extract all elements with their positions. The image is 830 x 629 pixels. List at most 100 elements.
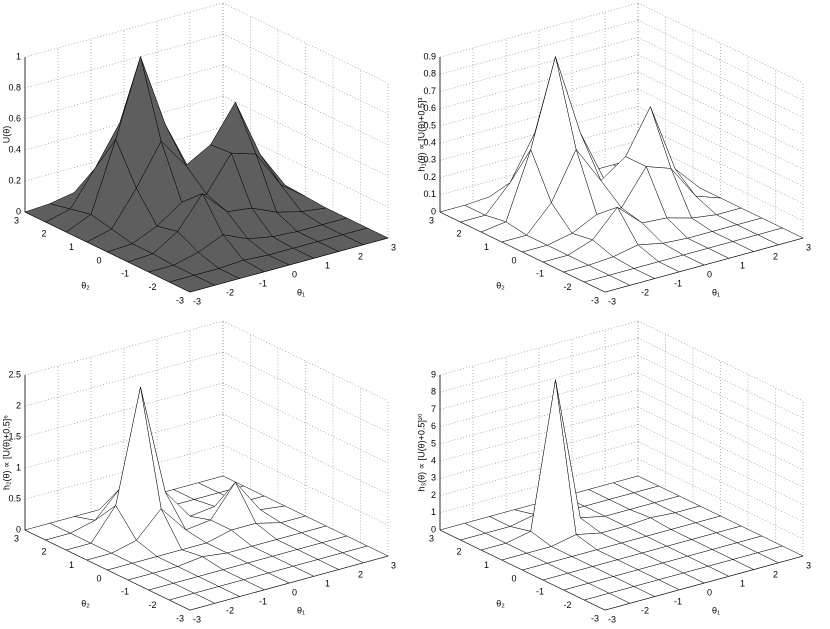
z-tick-label: 0.1 <box>423 189 436 199</box>
z-tick-label: 0.6 <box>8 113 21 123</box>
y-tick-label: 3 <box>14 215 19 225</box>
x-tick-label: 3 <box>391 560 396 570</box>
grid-line <box>222 413 389 495</box>
grid-line <box>637 2 804 84</box>
z-tick-label: 2 <box>16 400 21 410</box>
z-tick-label: 2.5 <box>8 369 21 379</box>
y-axis-label: θ₂ <box>81 598 90 608</box>
z-tick-label: 4 <box>431 455 436 465</box>
grid-line <box>439 88 639 144</box>
y-tick-label: -3 <box>591 295 599 305</box>
z-tick-label: 0.8 <box>423 69 436 79</box>
grid-line <box>637 441 804 522</box>
z-tick-label: 2 <box>431 490 436 500</box>
y-tick-label: 2 <box>456 229 461 239</box>
grid-line <box>637 88 804 170</box>
y-tick-label: -2 <box>148 282 156 292</box>
x-tick-label: 0 <box>292 587 297 597</box>
y-tick-label: 0 <box>96 255 101 265</box>
grid-line <box>24 413 224 469</box>
grid-line <box>222 95 389 177</box>
grid-line <box>637 337 804 419</box>
y-tick-label: 3 <box>14 533 19 543</box>
x-tick-label: -1 <box>674 278 682 288</box>
z-tick-label: 0.7 <box>423 86 436 96</box>
grid-line <box>637 406 804 488</box>
z-tick-label: 0 <box>431 524 436 534</box>
x-tick-label: -2 <box>226 605 234 615</box>
x-axis-label: θ₁ <box>712 287 720 297</box>
y-tick-label: -2 <box>148 600 156 610</box>
x-tick-label: -3 <box>193 296 201 306</box>
x-tick-label: 3 <box>391 242 396 252</box>
grid-line <box>637 19 804 101</box>
x-tick-label: 2 <box>358 569 363 579</box>
surface-patch <box>625 106 672 169</box>
y-tick-label: -1 <box>121 269 129 279</box>
x-tick-label: 0 <box>707 587 712 597</box>
y-tick-label: 2 <box>41 547 46 557</box>
y-tick-label: 3 <box>429 215 434 225</box>
y-tick-label: -1 <box>121 587 129 597</box>
z-tick-label: 0.9 <box>423 51 436 61</box>
x-axis-label: θ₁ <box>297 605 305 615</box>
y-tick-label: 1 <box>484 242 489 252</box>
x-tick-label: -1 <box>259 278 267 288</box>
surface-patch <box>584 593 630 611</box>
z-axis-label: h₁(θ) ∝ [U(θ)+0.5]³ <box>416 98 426 172</box>
surface-patch <box>169 275 215 293</box>
grid-line <box>439 2 639 58</box>
x-tick-label: -2 <box>226 287 234 297</box>
x-tick-label: -2 <box>641 605 649 615</box>
z-tick-label: 0.2 <box>423 172 436 182</box>
z-tick-label: 0 <box>16 206 21 216</box>
y-tick-label: 3 <box>429 533 434 543</box>
z-tick-label: 0 <box>431 206 436 216</box>
surface-patch <box>169 593 215 611</box>
x-tick-label: -2 <box>641 287 649 297</box>
z-tick-label: 1 <box>16 462 21 472</box>
grid-line <box>637 54 804 135</box>
z-tick-label: 8 <box>431 387 436 397</box>
grid-line <box>222 2 389 84</box>
z-tick-label: 3 <box>431 473 436 483</box>
y-tick-label: 0 <box>511 255 516 265</box>
y-tick-label: -1 <box>536 269 544 279</box>
z-tick-label: 6 <box>431 421 436 431</box>
grid-line <box>439 389 639 445</box>
x-axis-label: θ₁ <box>297 287 305 297</box>
grid-line <box>637 372 804 453</box>
z-tick-label: 5 <box>431 438 436 448</box>
grid-line <box>439 441 639 496</box>
z-tick-label: 0.3 <box>423 155 436 165</box>
grid-line <box>24 2 224 58</box>
y-tick-label: -2 <box>563 282 571 292</box>
grid-line <box>637 71 804 153</box>
x-tick-label: -3 <box>193 614 201 624</box>
z-tick-label: 0.5 <box>423 120 436 130</box>
z-tick-label: 0 <box>16 524 21 534</box>
y-tick-label: 0 <box>511 573 516 583</box>
y-axis-label: θ₂ <box>496 280 505 290</box>
grid-line <box>439 337 639 393</box>
grid-line <box>637 320 804 402</box>
y-tick-label: -3 <box>176 613 184 623</box>
z-axis-label: h₂(θ) ∝ [U(θ)+0.5]⁶ <box>1 415 11 490</box>
x-tick-label: 2 <box>773 251 778 261</box>
grid-line <box>439 406 639 462</box>
surface-patch <box>210 102 257 155</box>
x-axis-label: θ₁ <box>712 605 720 615</box>
y-tick-label: 1 <box>484 560 489 570</box>
y-tick-label: -1 <box>536 587 544 597</box>
z-tick-label: 1 <box>16 51 21 61</box>
grid-line <box>439 19 639 75</box>
grid-line <box>439 320 639 376</box>
y-tick-label: -3 <box>176 295 184 305</box>
y-axis-label: θ₂ <box>496 598 505 608</box>
grid-line <box>637 389 804 471</box>
z-tick-label: 0.5 <box>8 493 21 503</box>
x-tick-label: 3 <box>806 242 811 252</box>
z-tick-label: 9 <box>431 369 436 379</box>
x-tick-label: -1 <box>674 596 682 606</box>
